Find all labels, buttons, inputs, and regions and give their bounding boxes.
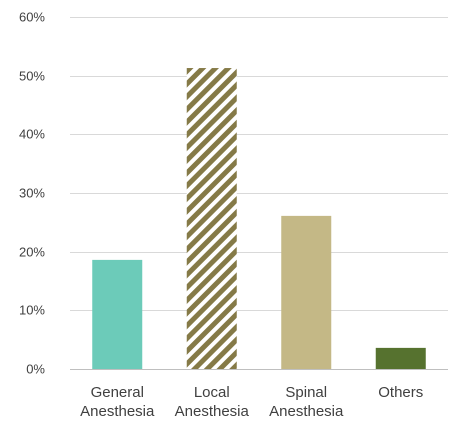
x-axis-category-labels: General Anesthesia Local Anesthesia Spinal An…: [80, 384, 423, 420]
bar-general: [92, 259, 143, 369]
y-tick-label: 10%: [19, 303, 45, 318]
y-tick-label: 50%: [19, 69, 45, 84]
bar-others: [375, 347, 426, 369]
y-tick-label: 0%: [26, 362, 45, 377]
bar-local: [186, 68, 237, 369]
x-category-label: Anesthesia: [80, 403, 155, 420]
bars: [92, 68, 426, 369]
y-tick-label: 20%: [19, 245, 45, 260]
x-category-label: Spinal: [285, 384, 327, 401]
x-category-label: Others: [378, 384, 423, 401]
y-tick-label: 30%: [19, 186, 45, 201]
x-category-label: Local: [194, 384, 230, 401]
y-axis-tick-labels: 0% 10% 20% 30% 40% 50% 60%: [19, 10, 45, 377]
y-tick-label: 40%: [19, 127, 45, 142]
x-category-label: Anesthesia: [175, 403, 250, 420]
y-tick-label: 60%: [19, 10, 45, 25]
bar-spinal: [281, 215, 332, 369]
x-category-label: Anesthesia: [269, 403, 344, 420]
x-category-label: General: [91, 384, 144, 401]
